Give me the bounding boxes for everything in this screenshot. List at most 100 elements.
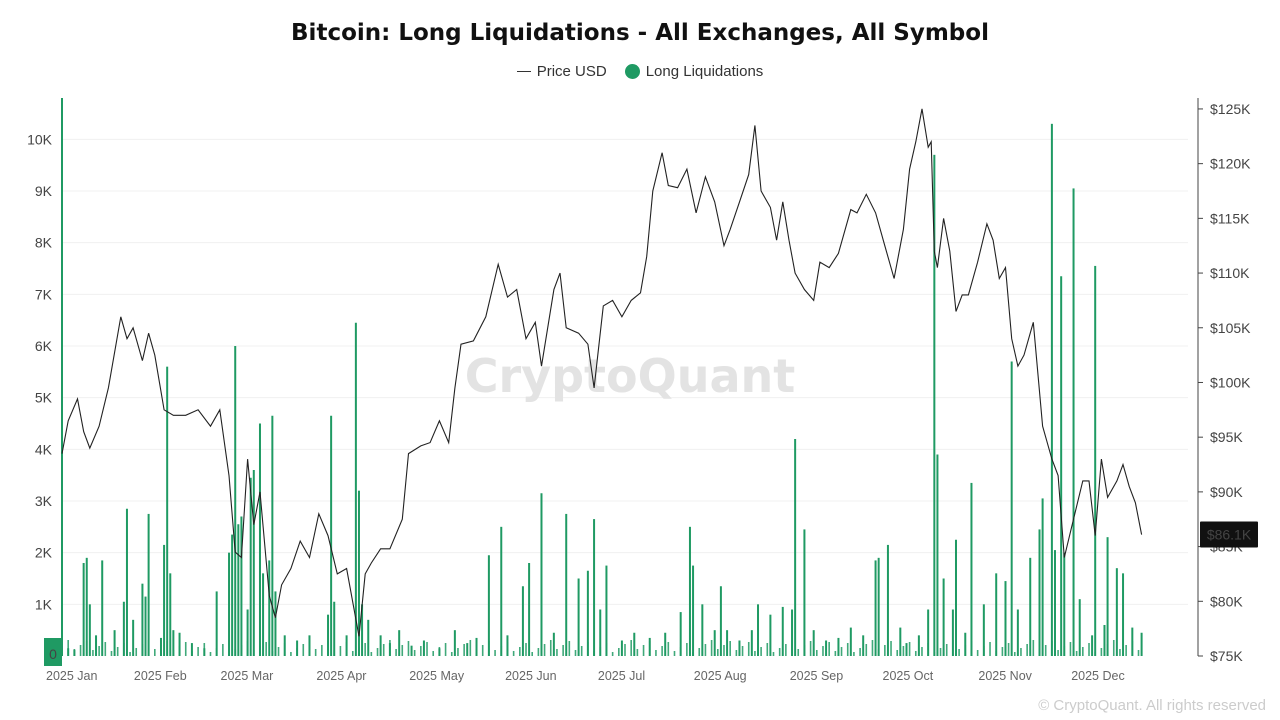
liquidation-bar-small (772, 652, 775, 656)
liquidation-bar-small (599, 647, 602, 656)
dot-swatch-icon (624, 64, 640, 79)
liquidation-bar-small (1131, 641, 1134, 656)
liquidation-bar-small (506, 642, 509, 656)
liquidation-bar-small (1051, 641, 1053, 656)
liquidation-bar-small (73, 649, 76, 656)
liquidation-bar-small (166, 641, 168, 656)
liquidation-bar-small (401, 645, 404, 656)
liquidation-bar (825, 640, 828, 656)
liquidation-bar-small (1094, 652, 1096, 656)
liquidation-bar-small (556, 649, 558, 656)
x-tick-label: 2025 Nov (978, 669, 1032, 683)
liquidation-bar-small (945, 644, 948, 656)
liquidation-bar-small (252, 650, 255, 656)
liquidation-bar-small (902, 646, 905, 656)
liquidation-bar-small (723, 645, 725, 656)
current-price-badge: $86.1K (1200, 521, 1258, 548)
liquidation-bar-small (327, 641, 329, 656)
liquidation-bar-small (760, 647, 762, 656)
liquidation-bar-small (512, 651, 515, 656)
liquidation-bar-small (834, 651, 837, 656)
x-tick-label: 2025 Apr (316, 669, 366, 683)
liquidation-bar (738, 640, 741, 656)
chart-title: Bitcoin: Long Liquidations - All Exchang… (291, 20, 989, 46)
liquidation-bar-small (1106, 644, 1109, 656)
liquidation-bar (367, 619, 370, 656)
liquidation-bar-small (277, 647, 280, 656)
liquidation-bar (917, 635, 920, 656)
liquidation-bar (577, 578, 580, 656)
liquidation-bar (379, 635, 382, 656)
liquidation-bar-small (859, 648, 861, 656)
legend-item-liquidations[interactable]: Long Liquidations (624, 63, 764, 80)
liquidation-bar-small (686, 643, 688, 656)
liquidation-bar-small (234, 649, 237, 656)
liquidation-bar-small (129, 652, 131, 656)
liquidation-bar-small (797, 649, 800, 656)
liquidation-bar-small (351, 651, 354, 656)
left-tick-label: 5K (35, 390, 53, 406)
liquidation-bar-small (840, 647, 843, 656)
liquidation-bar (713, 630, 716, 656)
liquidation-bar-small (537, 648, 540, 656)
liquidation-bar-small (463, 644, 465, 656)
right-tick-label: $95K (1210, 429, 1243, 445)
liquidation-bar (172, 630, 175, 656)
liquidation-bar (862, 635, 865, 656)
liquidation-bar-small (265, 642, 267, 656)
x-tick-label: 2025 Oct (883, 669, 934, 683)
liquidation-bar-small (531, 652, 533, 656)
liquidation-bar (1078, 599, 1081, 656)
liquidation-bar-small (809, 641, 812, 656)
right-tick-label: $80K (1210, 593, 1243, 609)
x-tick-label: 2025 Feb (134, 669, 187, 683)
liquidation-bar-small (123, 643, 125, 656)
liquidation-bar-small (1100, 648, 1103, 656)
liquidation-bar (769, 614, 772, 656)
liquidation-bar-small (500, 646, 503, 656)
liquidation-bar-small (568, 641, 571, 656)
liquidation-bar-small (314, 649, 317, 656)
liquidation-bar (122, 601, 125, 656)
liquidation-bar-small (717, 649, 719, 656)
liquidation-bar (837, 637, 840, 656)
liquidation-bar-small (302, 644, 305, 656)
liquidation-bar (565, 513, 568, 656)
liquidation-bar-small (222, 644, 224, 656)
liquidation-bar (357, 490, 360, 656)
liquidation-bar-small (488, 641, 490, 656)
legend-label-price: Price USD (536, 63, 607, 80)
liquidation-bar (1072, 188, 1075, 656)
liquidation-bar (874, 560, 877, 656)
liquidation-bar-small (673, 651, 676, 656)
left-tick-label: 4K (35, 441, 53, 457)
liquidation-bar-small (871, 640, 874, 656)
liquidation-bar (190, 643, 193, 656)
liquidation-bar (141, 583, 144, 656)
liquidation-bar (1094, 265, 1097, 656)
liquidation-bar-small (203, 643, 206, 656)
legend-item-price[interactable]: Price USD (516, 63, 607, 80)
liquidation-bar (1004, 581, 1007, 656)
gridlines (62, 138, 1188, 605)
liquidation-bar (905, 643, 908, 656)
liquidation-bar-small (983, 646, 985, 656)
liquidation-bar-small (413, 650, 416, 656)
current-price-label: $86.1K (1207, 527, 1252, 543)
liquidation-bar-small (116, 647, 119, 656)
liquidation-bar (258, 423, 261, 656)
liquidation-bar (361, 604, 364, 656)
liquidation-bar-small (921, 647, 923, 656)
legend: Price USD Long Liquidations (0, 63, 1280, 80)
legend-label-liquidations: Long Liquidations (645, 63, 764, 80)
liquidation-bar (679, 612, 682, 656)
x-tick-label: 2025 Sep (790, 669, 844, 683)
liquidation-bar (1016, 609, 1019, 656)
liquidation-bar (125, 508, 128, 656)
liquidation-bar-small (877, 649, 880, 656)
liquidation-bar-small (648, 641, 651, 656)
liquidation-bar (237, 524, 240, 656)
liquidation-bar-small (197, 647, 199, 656)
liquidation-bar (169, 573, 172, 656)
liquidation-bar-small (184, 642, 187, 656)
